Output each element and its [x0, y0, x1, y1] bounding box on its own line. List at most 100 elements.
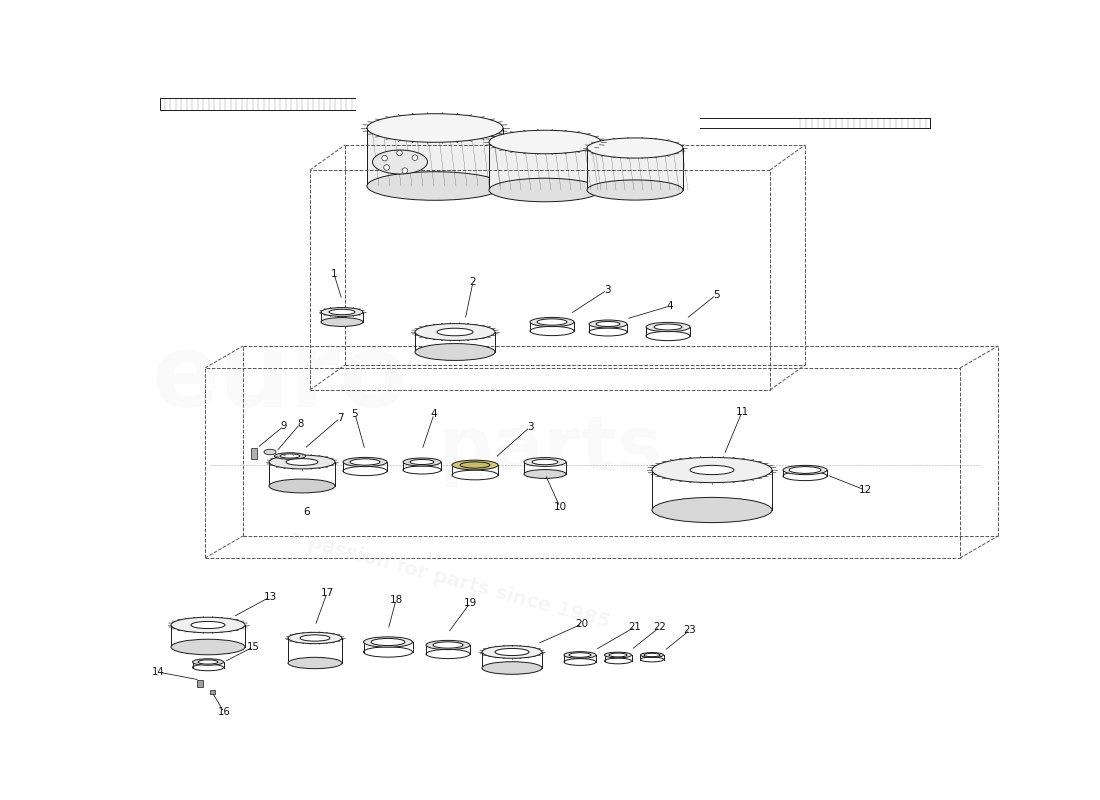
- Bar: [490, 142, 601, 190]
- Ellipse shape: [789, 466, 821, 474]
- Text: 11: 11: [736, 407, 749, 417]
- Text: 10: 10: [553, 502, 566, 512]
- Text: 8: 8: [297, 419, 304, 429]
- Ellipse shape: [530, 318, 574, 326]
- Ellipse shape: [343, 458, 387, 466]
- Text: 5: 5: [352, 409, 359, 419]
- Ellipse shape: [350, 459, 380, 465]
- Ellipse shape: [783, 466, 827, 474]
- Ellipse shape: [170, 618, 245, 633]
- Ellipse shape: [286, 458, 318, 466]
- Ellipse shape: [371, 638, 405, 646]
- Ellipse shape: [644, 654, 660, 657]
- Text: 21: 21: [628, 622, 641, 632]
- Ellipse shape: [646, 322, 690, 332]
- Bar: [587, 148, 683, 190]
- Ellipse shape: [495, 649, 529, 655]
- Ellipse shape: [270, 455, 336, 469]
- Text: 3: 3: [604, 285, 611, 295]
- Bar: [197, 680, 204, 686]
- Ellipse shape: [170, 639, 245, 654]
- Ellipse shape: [275, 453, 306, 459]
- Circle shape: [384, 165, 389, 170]
- Text: 6: 6: [304, 507, 310, 517]
- Text: 3: 3: [527, 422, 534, 432]
- Text: 1: 1: [331, 269, 338, 279]
- Ellipse shape: [264, 450, 276, 454]
- Bar: [205, 368, 960, 558]
- Ellipse shape: [198, 660, 218, 664]
- Ellipse shape: [329, 310, 355, 314]
- Ellipse shape: [300, 635, 330, 641]
- Ellipse shape: [191, 622, 225, 629]
- Text: 18: 18: [389, 595, 403, 605]
- Ellipse shape: [587, 138, 683, 158]
- Ellipse shape: [490, 178, 601, 202]
- Bar: [251, 448, 256, 459]
- Circle shape: [382, 155, 387, 161]
- Circle shape: [412, 155, 418, 161]
- Ellipse shape: [437, 328, 473, 336]
- Bar: [310, 170, 770, 390]
- Text: parts: parts: [437, 413, 663, 487]
- Text: a passion for parts since 1985: a passion for parts since 1985: [287, 528, 613, 632]
- Text: 15: 15: [246, 642, 260, 652]
- Ellipse shape: [415, 323, 495, 341]
- Ellipse shape: [270, 479, 336, 493]
- Text: 17: 17: [320, 588, 333, 598]
- Text: 14: 14: [152, 667, 164, 677]
- Circle shape: [402, 168, 408, 174]
- Text: euro: euro: [152, 331, 408, 429]
- Ellipse shape: [321, 307, 363, 317]
- Ellipse shape: [280, 454, 300, 458]
- Ellipse shape: [367, 172, 503, 200]
- Ellipse shape: [452, 460, 498, 470]
- Ellipse shape: [532, 459, 558, 465]
- Ellipse shape: [652, 458, 772, 482]
- Text: 16: 16: [218, 707, 230, 717]
- Ellipse shape: [482, 662, 542, 674]
- Text: 20: 20: [575, 619, 589, 629]
- Ellipse shape: [609, 653, 627, 657]
- Ellipse shape: [410, 459, 435, 465]
- Ellipse shape: [596, 322, 620, 326]
- Ellipse shape: [587, 180, 683, 200]
- Ellipse shape: [588, 320, 627, 328]
- Text: 23: 23: [684, 625, 696, 635]
- Ellipse shape: [605, 652, 631, 658]
- Ellipse shape: [367, 114, 503, 142]
- Text: 4: 4: [667, 301, 673, 311]
- Ellipse shape: [654, 324, 682, 330]
- Ellipse shape: [569, 653, 591, 658]
- Ellipse shape: [482, 646, 542, 658]
- Ellipse shape: [524, 470, 567, 478]
- Text: 19: 19: [463, 598, 476, 608]
- Ellipse shape: [460, 462, 490, 468]
- Bar: [209, 690, 214, 694]
- Ellipse shape: [564, 652, 596, 658]
- Ellipse shape: [652, 498, 772, 522]
- Text: 5: 5: [713, 290, 719, 300]
- Ellipse shape: [321, 318, 363, 326]
- Ellipse shape: [373, 150, 428, 174]
- Text: 4: 4: [431, 409, 438, 419]
- Ellipse shape: [288, 658, 342, 669]
- Text: 12: 12: [858, 485, 871, 495]
- Ellipse shape: [288, 632, 342, 644]
- Ellipse shape: [192, 658, 223, 666]
- Bar: [367, 128, 503, 186]
- Ellipse shape: [403, 458, 441, 466]
- Ellipse shape: [415, 344, 495, 360]
- Circle shape: [397, 150, 403, 156]
- Text: 13: 13: [263, 592, 276, 602]
- Text: 9: 9: [280, 421, 287, 431]
- Ellipse shape: [537, 319, 566, 325]
- Ellipse shape: [690, 466, 734, 474]
- Ellipse shape: [363, 637, 412, 647]
- Text: 2: 2: [470, 277, 476, 287]
- Ellipse shape: [524, 458, 567, 466]
- Ellipse shape: [640, 653, 663, 658]
- Text: 22: 22: [653, 622, 667, 632]
- Ellipse shape: [490, 130, 601, 154]
- Ellipse shape: [426, 640, 470, 650]
